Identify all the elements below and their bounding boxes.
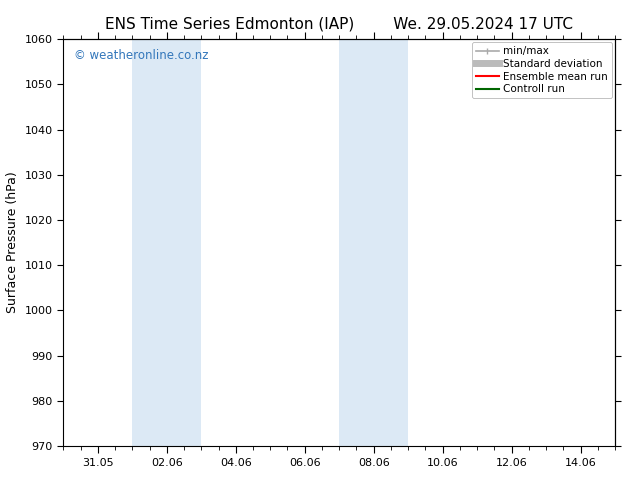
Y-axis label: Surface Pressure (hPa): Surface Pressure (hPa) bbox=[6, 172, 19, 314]
Text: © weatheronline.co.nz: © weatheronline.co.nz bbox=[74, 49, 209, 62]
Title: ENS Time Series Edmonton (IAP)        We. 29.05.2024 17 UTC: ENS Time Series Edmonton (IAP) We. 29.05… bbox=[105, 16, 573, 31]
Legend: min/max, Standard deviation, Ensemble mean run, Controll run: min/max, Standard deviation, Ensemble me… bbox=[472, 42, 612, 98]
Bar bbox=[133, 39, 202, 446]
Bar bbox=[339, 39, 408, 446]
